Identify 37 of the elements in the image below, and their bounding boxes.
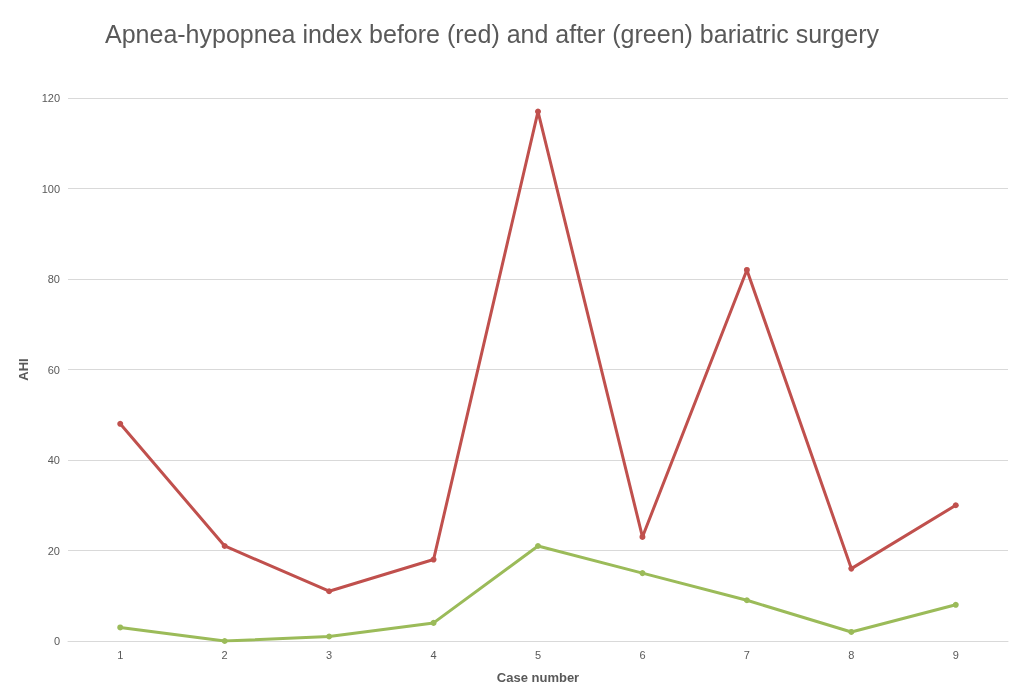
y-tick-label: 60 (47, 363, 60, 376)
x-tick-label: 5 (534, 648, 542, 661)
x-tick-label: 9 (952, 648, 959, 661)
point (221, 542, 228, 549)
x-tick-label: 6 (639, 648, 646, 661)
y-tick-label: 0 (53, 635, 60, 647)
y-tick-label: 20 (47, 544, 60, 557)
x-axis-title: Case number (496, 670, 580, 685)
x-tick-label: 4 (430, 648, 437, 661)
point (326, 588, 333, 595)
point (639, 570, 646, 577)
point (952, 601, 959, 608)
y-axis-title: AHI (16, 358, 31, 381)
point (117, 624, 124, 631)
point (535, 542, 541, 549)
y-tick-label: 100 (41, 182, 60, 195)
chart-title: Apnea-hypopnea index before (red) and after (green) bariatric surgery (105, 19, 880, 48)
x-tick-label: 1 (117, 648, 124, 661)
point (430, 556, 437, 563)
point (326, 633, 333, 640)
y-tick-label: 40 (47, 454, 60, 466)
point (535, 108, 541, 115)
point (848, 565, 855, 572)
x-tick-label: 3 (326, 648, 333, 661)
y-tick-label: 120 (41, 92, 60, 104)
x-tick-label: 8 (848, 648, 855, 661)
point (743, 597, 750, 604)
y-tick-label: 80 (47, 273, 60, 285)
point (430, 619, 437, 626)
point (743, 266, 750, 273)
x-tick-label: 2 (221, 648, 228, 661)
point (117, 420, 124, 427)
point (848, 628, 855, 635)
point (952, 502, 959, 509)
point (221, 638, 228, 644)
point (639, 533, 646, 540)
x-tick-label: 7 (743, 648, 750, 661)
